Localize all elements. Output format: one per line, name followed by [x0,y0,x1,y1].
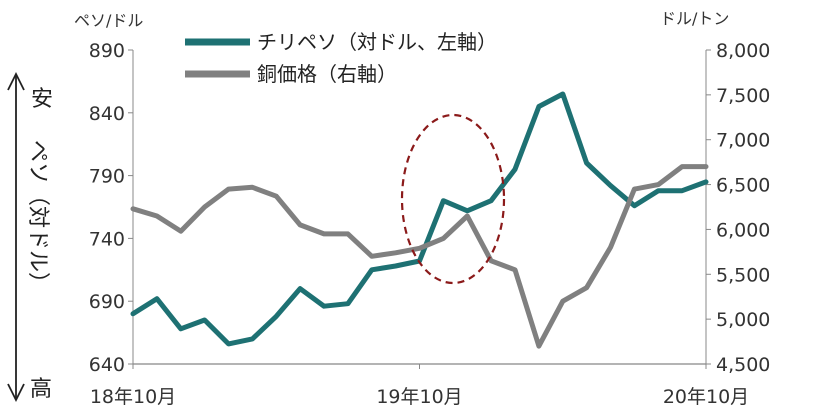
left-side-label: ペソ（対ドル） [25,140,50,294]
x-tick-label: 20年10月 [663,386,749,408]
right-axis-ticks: 8,000 7,500 7,000 6,500 6,000 5,500 5,000 4,500 [706,40,770,376]
right-axis-unit: ドル/トン [660,9,729,28]
right-tick-label: 5,000 [716,309,770,331]
right-tick-label: 7,500 [716,85,770,107]
right-tick-label: 4,500 [716,354,770,376]
left-tick-label: 840 [89,103,125,125]
series-line-copper [130,164,709,349]
x-axis-ticks: 18年10月 19年10月 20年10月 [90,364,749,408]
series-layer [130,91,709,349]
highlight-ellipse [400,113,506,285]
legend: チリペソ（対ドル、左軸） 銅価格（右軸） [185,30,497,86]
left-tick-label: 640 [89,354,125,376]
arrow-top-label: 安 [31,87,53,112]
legend-label-peso: チリペソ（対ドル、左軸） [257,30,497,54]
x-tick-label: 18年10月 [90,386,176,408]
direction-arrow [7,71,25,403]
left-axis-ticks: 890 840 790 740 690 640 [89,40,133,376]
x-tick-label: 19年10月 [376,386,462,408]
right-tick-label: 5,500 [716,264,770,286]
right-tick-label: 8,000 [716,40,770,62]
legend-label-copper: 銅価格（右軸） [257,62,397,86]
plot-frame [132,50,707,365]
left-tick-label: 740 [89,228,125,250]
right-tick-label: 7,000 [716,130,770,152]
left-tick-label: 890 [89,40,125,62]
left-tick-label: 690 [89,291,125,313]
left-axis-unit: ペソ/ドル [74,11,143,30]
left-tick-label: 790 [89,166,125,188]
right-tick-label: 6,000 [716,219,770,241]
arrow-bottom-label: 高 [30,377,52,402]
right-tick-label: 6,500 [716,175,770,197]
